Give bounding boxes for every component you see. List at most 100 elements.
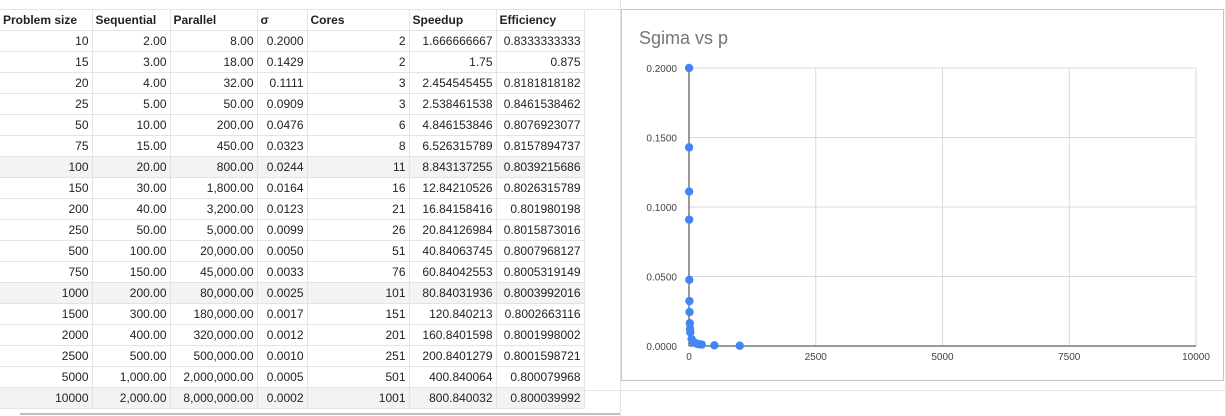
table-cell[interactable]: 8.00 xyxy=(170,30,258,52)
table-cell[interactable]: 0.0012 xyxy=(257,324,308,346)
table-cell[interactable]: 1000 xyxy=(0,282,93,304)
table-cell[interactable]: 0.8461538462 xyxy=(496,93,585,115)
table-cell[interactable]: 500 xyxy=(0,240,93,262)
table-cell[interactable]: 2500 xyxy=(0,345,93,367)
table-cell[interactable]: 0.1429 xyxy=(257,51,308,73)
table-cell[interactable]: 20.00 xyxy=(92,156,171,178)
column-header[interactable]: Cores xyxy=(307,10,410,31)
table-cell[interactable]: 2.454545455 xyxy=(409,72,497,94)
table-cell[interactable]: 0.8076923077 xyxy=(496,114,585,136)
table-cell[interactable]: 0.875 xyxy=(496,51,585,73)
table-cell[interactable]: 0.0323 xyxy=(257,135,308,157)
table-cell[interactable]: 3 xyxy=(307,72,410,94)
table-cell[interactable]: 0.0002 xyxy=(257,387,308,409)
table-cell[interactable]: 0.8003992016 xyxy=(496,282,585,304)
table-cell[interactable]: 250 xyxy=(0,219,93,241)
table-cell[interactable]: 1001 xyxy=(307,387,410,409)
table-cell[interactable]: 1,000.00 xyxy=(92,366,171,388)
table-cell[interactable]: 200.00 xyxy=(92,282,171,304)
table-cell[interactable]: 45,000.00 xyxy=(170,261,258,283)
table-cell[interactable]: 500.00 xyxy=(92,345,171,367)
column-header[interactable]: Efficiency xyxy=(496,10,585,31)
table-cell[interactable]: 0.0005 xyxy=(257,366,308,388)
table-cell[interactable]: 2,000.00 xyxy=(92,387,171,409)
table-cell[interactable]: 0.0909 xyxy=(257,93,308,115)
table-cell[interactable]: 0.2000 xyxy=(257,30,308,52)
table-cell[interactable]: 750 xyxy=(0,261,93,283)
table-cell[interactable]: 0.0164 xyxy=(257,177,308,199)
column-header[interactable]: σ xyxy=(257,10,308,31)
table-cell[interactable]: 2,000,000.00 xyxy=(170,366,258,388)
column-header[interactable]: Problem size xyxy=(0,10,93,31)
table-cell[interactable]: 2.00 xyxy=(92,30,171,52)
table-cell[interactable]: 0.0033 xyxy=(257,261,308,283)
table-cell[interactable]: 0.801980198 xyxy=(496,198,585,220)
table-cell[interactable]: 0.8157894737 xyxy=(496,135,585,157)
table-cell[interactable]: 2.538461538 xyxy=(409,93,497,115)
table-cell[interactable]: 150.00 xyxy=(92,261,171,283)
table-cell[interactable]: 400.840064 xyxy=(409,366,497,388)
table-cell[interactable]: 50 xyxy=(0,114,93,136)
table-cell[interactable]: 60.84042553 xyxy=(409,261,497,283)
table-cell[interactable]: 5000 xyxy=(0,366,93,388)
table-cell[interactable]: 8.843137255 xyxy=(409,156,497,178)
column-header[interactable]: Speedup xyxy=(409,10,497,31)
table-cell[interactable]: 30.00 xyxy=(92,177,171,199)
table-cell[interactable]: 200 xyxy=(0,198,93,220)
table-cell[interactable]: 20,000.00 xyxy=(170,240,258,262)
table-cell[interactable]: 32.00 xyxy=(170,72,258,94)
table-cell[interactable]: 0.8015873016 xyxy=(496,219,585,241)
table-cell[interactable]: 800.840032 xyxy=(409,387,497,409)
table-cell[interactable]: 1.75 xyxy=(409,51,497,73)
table-cell[interactable]: 6.526315789 xyxy=(409,135,497,157)
table-cell[interactable]: 0.800079968 xyxy=(496,366,585,388)
table-cell[interactable]: 0.1111 xyxy=(257,72,308,94)
table-cell[interactable]: 5.00 xyxy=(92,93,171,115)
table-cell[interactable]: 2 xyxy=(307,30,410,52)
table-cell[interactable]: 15.00 xyxy=(92,135,171,157)
table-cell[interactable]: 1,800.00 xyxy=(170,177,258,199)
table-cell[interactable]: 800.00 xyxy=(170,156,258,178)
table-cell[interactable]: 0.8001598721 xyxy=(496,345,585,367)
table-cell[interactable]: 0.0050 xyxy=(257,240,308,262)
table-cell[interactable]: 75 xyxy=(0,135,93,157)
table-cell[interactable]: 6 xyxy=(307,114,410,136)
table-cell[interactable]: 151 xyxy=(307,303,410,325)
table-cell[interactable]: 0.0025 xyxy=(257,282,308,304)
table-cell[interactable]: 20 xyxy=(0,72,93,94)
table-cell[interactable]: 450.00 xyxy=(170,135,258,157)
table-cell[interactable]: 100 xyxy=(0,156,93,178)
table-cell[interactable]: 20.84126984 xyxy=(409,219,497,241)
table-cell[interactable]: 320,000.00 xyxy=(170,324,258,346)
table-cell[interactable]: 0.0123 xyxy=(257,198,308,220)
table-cell[interactable]: 18.00 xyxy=(170,51,258,73)
table-cell[interactable]: 21 xyxy=(307,198,410,220)
table-cell[interactable]: 100.00 xyxy=(92,240,171,262)
scatter-chart[interactable]: Sgima vs p 0.0000 0.0500 0.1000 0.1500 0.200… xyxy=(621,9,1224,381)
table-cell[interactable]: 12.84210526 xyxy=(409,177,497,199)
table-cell[interactable]: 180,000.00 xyxy=(170,303,258,325)
table-cell[interactable]: 16 xyxy=(307,177,410,199)
table-cell[interactable]: 120.840213 xyxy=(409,303,497,325)
table-cell[interactable]: 1.666666667 xyxy=(409,30,497,52)
table-cell[interactable]: 3 xyxy=(307,93,410,115)
table-cell[interactable]: 2000 xyxy=(0,324,93,346)
table-cell[interactable]: 0.8026315789 xyxy=(496,177,585,199)
table-cell[interactable]: 300.00 xyxy=(92,303,171,325)
column-header[interactable]: Parallel xyxy=(170,10,258,31)
table-cell[interactable]: 150 xyxy=(0,177,93,199)
table-cell[interactable]: 10.00 xyxy=(92,114,171,136)
column-header[interactable]: Sequential xyxy=(92,10,171,31)
table-cell[interactable]: 10 xyxy=(0,30,93,52)
table-cell[interactable]: 76 xyxy=(307,261,410,283)
table-cell[interactable]: 0.0476 xyxy=(257,114,308,136)
table-cell[interactable]: 25 xyxy=(0,93,93,115)
table-cell[interactable]: 16.84158416 xyxy=(409,198,497,220)
table-cell[interactable]: 0.8333333333 xyxy=(496,30,585,52)
table-cell[interactable]: 4.00 xyxy=(92,72,171,94)
table-cell[interactable]: 0.8007968127 xyxy=(496,240,585,262)
table-cell[interactable]: 50.00 xyxy=(170,93,258,115)
table-cell[interactable]: 400.00 xyxy=(92,324,171,346)
table-cell[interactable]: 251 xyxy=(307,345,410,367)
table-cell[interactable]: 40.84063745 xyxy=(409,240,497,262)
